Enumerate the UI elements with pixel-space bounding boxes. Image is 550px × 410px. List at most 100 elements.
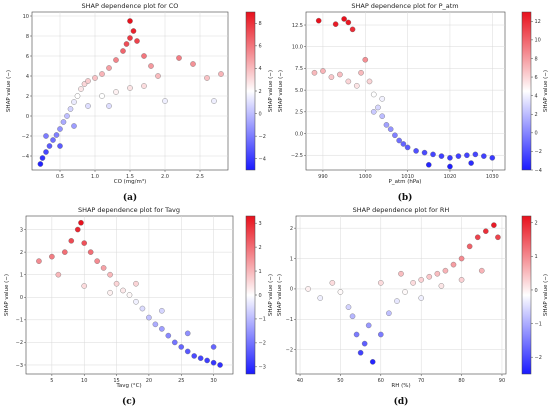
x-tick-label: 20 [146, 378, 152, 384]
data-point [468, 160, 474, 166]
x-tick-label: 25 [178, 378, 184, 384]
data-point [315, 17, 322, 24]
colorbar-tick-label: 10 [535, 38, 541, 44]
data-point [71, 99, 77, 105]
data-point [481, 153, 487, 159]
data-point [99, 93, 105, 99]
caption-b: (b) [398, 192, 413, 203]
data-point [394, 298, 400, 304]
panel-d: SHAP dependence plot for RH RH (%) SHAP … [277, 206, 549, 407]
data-point [218, 71, 224, 77]
x-tick-label: 5 [50, 378, 53, 384]
y-ticks-b: −2.5 0.0 2.5 5.0 7.5 10.0 12.5 [291, 23, 306, 159]
y-tick-label: 3 [20, 227, 23, 233]
y-tick-label: 0 [20, 295, 23, 301]
colorbar-tick-label: −2 [535, 149, 542, 155]
data-point [68, 238, 75, 244]
panel-title-c: SHAP dependence plot for Tavg [78, 206, 180, 214]
y-tick-label: 12.5 [292, 23, 303, 29]
data-point [113, 89, 119, 95]
data-point [133, 298, 139, 305]
data-point [126, 292, 133, 298]
data-point [55, 271, 62, 278]
data-point [438, 283, 445, 289]
data-point [450, 261, 457, 268]
x-tick-label: 10 [81, 378, 87, 384]
data-point [434, 270, 441, 277]
data-point [495, 234, 501, 241]
x-tick-label: 80 [458, 378, 464, 384]
data-point [53, 132, 60, 138]
x-tick-label: 1000 [359, 174, 372, 180]
data-point [139, 305, 146, 312]
data-point [311, 69, 318, 76]
x-tick-label: 1020 [444, 174, 457, 180]
data-point [78, 86, 84, 92]
data-point [113, 57, 119, 63]
colorbar-ticks-d: −2 −1 0 1 2 [531, 221, 542, 361]
x-tick-label: 50 [337, 378, 343, 384]
data-point [159, 308, 165, 314]
data-point [404, 144, 411, 151]
data-point [155, 73, 161, 79]
x-axis-label-a: CO (mg/m³) [114, 178, 146, 185]
data-point [46, 143, 53, 149]
data-point [127, 18, 133, 24]
y-tick-label: 10 [23, 14, 29, 20]
data-point [378, 331, 384, 338]
data-point [349, 26, 356, 33]
colorbar-tick-label: 1 [259, 269, 262, 275]
data-point [398, 270, 404, 277]
data-point [370, 109, 377, 115]
y-tick-label: 1 [20, 272, 23, 278]
plot-area-d [295, 215, 507, 375]
data-point [107, 271, 113, 278]
panel-title-b: SHAP dependence plot for P_atm [351, 2, 458, 10]
data-point [392, 132, 398, 139]
data-point [85, 78, 91, 84]
colorbar-tick-label: 4 [259, 66, 262, 72]
data-point [130, 28, 137, 34]
data-point [458, 255, 465, 262]
colorbar-tick-label: −3 [259, 365, 266, 371]
data-point [442, 267, 449, 274]
x-tick-label: 0.5 [56, 174, 64, 180]
colorbar-tick-label: −1 [259, 317, 266, 323]
y-tick-label: 7.5 [295, 66, 303, 72]
data-point [94, 258, 100, 264]
colorbar-tick-label: 0 [535, 288, 538, 294]
y-tick-label: 1 [290, 256, 293, 262]
data-point [204, 357, 210, 364]
data-point [410, 280, 416, 286]
colorbar-tick-label: −1 [535, 321, 542, 327]
colorbar-tick-label: −4 [259, 157, 266, 163]
data-point [67, 106, 74, 112]
data-point [60, 119, 67, 125]
y-tick-label: −3 [16, 363, 23, 369]
colorbar-ticks-a: −4 −2 0 2 4 6 8 [255, 21, 266, 163]
y-tick-label: 8 [26, 34, 29, 40]
data-point [438, 153, 445, 159]
data-point [64, 113, 70, 119]
data-point [320, 68, 326, 74]
data-point [483, 228, 489, 234]
data-point [184, 348, 191, 355]
panel-a: SHAP dependence plot for CO CO (mg/m³) S… [6, 2, 274, 203]
data-point [455, 153, 462, 159]
data-point [172, 339, 178, 346]
data-point [134, 38, 140, 44]
data-point [37, 161, 44, 167]
colorbar-tick-label: 0 [259, 293, 262, 299]
data-point [127, 85, 133, 91]
data-point [71, 123, 77, 129]
colorbar-tick-label: 1 [535, 254, 538, 260]
colorbar-label-d: SHAP value (−) [543, 274, 549, 316]
data-point [184, 330, 191, 337]
data-point [472, 151, 479, 158]
data-point [197, 355, 204, 361]
colorbar-ticks-b: −4 −2 0 2 4 6 8 10 12 [531, 19, 542, 174]
data-point [191, 353, 197, 359]
x-axis-label-c: Tavg (°C) [115, 383, 141, 389]
colorbar-d [521, 215, 532, 375]
data-point [141, 83, 147, 89]
